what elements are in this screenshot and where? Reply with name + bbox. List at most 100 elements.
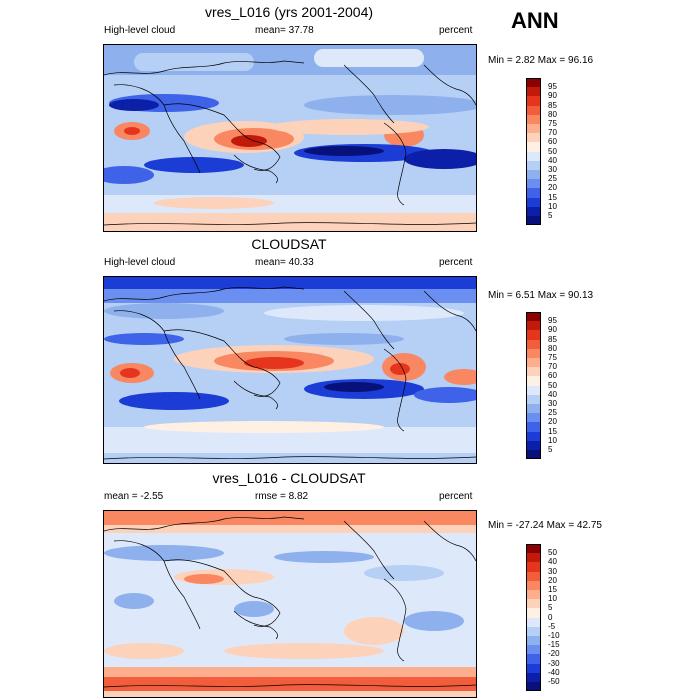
colorbar-swatch [526,179,541,189]
panel-1-center-label: mean= 37.78 [255,25,314,36]
colorbar-label: 0 [548,612,553,622]
panel-1-minmax: Min = 2.82 Max = 96.16 [488,55,594,66]
colorbar-label: 60 [548,137,557,147]
panel-3-right-label: percent [439,491,473,502]
panel-2-right-label: percent [439,257,473,268]
panel-1-map [103,44,477,232]
colorbar-label: -10 [548,631,560,640]
colorbar-label: 75 [548,119,557,128]
colorbar-swatch [526,580,541,590]
colorbar-label: 20 [548,183,557,193]
colorbar-swatch [526,663,541,673]
panel-1-right-label: percent [439,25,473,36]
panel-1-title: vres_L016 (yrs 2001-2004) [204,4,374,20]
panel-2-title: CLOUDSAT [251,236,327,252]
colorbar-label: 15 [548,585,557,594]
colorbar-swatch [526,450,541,460]
colorbar-label: 95 [548,316,557,326]
colorbar-swatch [526,626,541,636]
panel-1-left-label: High-level cloud [104,25,176,36]
colorbar-swatch [526,87,541,97]
colorbar-label: 90 [548,325,557,335]
colorbar-label: 25 [548,408,557,418]
colorbar-label: 40 [548,155,557,165]
colorbar-label: 40 [548,557,557,567]
colorbar-label: 60 [548,371,557,381]
colorbar-swatch [526,682,541,692]
colorbar-label: 5 [548,211,553,220]
colorbar-label: 10 [548,435,557,445]
colorbar-swatch [526,142,541,152]
panel-2-center-label: mean= 40.33 [255,257,314,268]
colorbar-label: 30 [548,566,557,576]
colorbar-label: 40 [548,389,557,399]
colorbar-swatch [526,96,541,106]
colorbar-swatch [526,206,541,216]
panel-2-left-label: High-level cloud [104,257,176,268]
colorbar-label: 5 [548,445,553,454]
colorbar-label: -50 [548,677,560,686]
colorbar-label: 70 [548,362,557,372]
colorbar-label: 15 [548,426,557,436]
colorbar-swatch [526,645,541,655]
panel-2-colorbar: 95 90 85 80 75 70 60 50 40 30 25 20 15 10 5 [526,312,586,462]
panel-3-title: vres_L016 - CLOUDSAT [212,470,366,486]
panel-3-minmax: Min = -27.24 Max = 42.75 [488,520,602,531]
panel-3-colorbar: 50 40 30 20 15 10 5 0 -5 -10 -15 -20 -30 -40 -50 [526,544,586,694]
colorbar-swatch [526,330,541,340]
colorbar-swatch [526,105,541,115]
colorbar-swatch [526,339,541,349]
colorbar-swatch [526,321,541,331]
colorbar-label: 10 [548,594,557,604]
colorbar-label: 5 [548,603,553,613]
colorbar-swatch [526,124,541,134]
panel-2-minmax: Min = 6.51 Max = 90.13 [488,290,594,301]
colorbar-swatch [526,617,541,627]
colorbar-swatch [526,672,541,682]
panel-3-map [103,510,477,698]
colorbar-label: 50 [548,380,557,390]
colorbar-swatch [526,197,541,207]
colorbar-label: -30 [548,658,560,668]
colorbar-label: 85 [548,100,557,110]
colorbar-swatch [526,590,541,600]
colorbar-label: 75 [548,353,557,362]
colorbar-label: 90 [548,91,557,101]
colorbar-swatch [526,188,541,198]
season-label: ANN [511,8,559,33]
colorbar-label: 80 [548,343,557,353]
panel-3-map-field [104,511,476,697]
colorbar-swatch [526,404,541,414]
colorbar-swatch [526,160,541,170]
colorbar-label: 70 [548,128,557,138]
colorbar-swatch [526,312,541,322]
panel-2-map-field [104,277,476,463]
panel-3-left-label: mean = -2.55 [104,491,164,502]
colorbar-swatch [526,422,541,432]
panel-2-map [103,276,477,464]
colorbar-label: -20 [548,649,560,659]
colorbar-swatch [526,348,541,358]
colorbar-swatch [526,608,541,618]
colorbar-swatch [526,571,541,581]
colorbar-label: 30 [548,165,557,174]
panel-1-colorbar: 95 90 85 80 75 70 60 50 40 30 25 20 15 10 5 [526,78,586,228]
colorbar-swatch [526,413,541,423]
colorbar-swatch [526,376,541,386]
panel-1-map-field [104,45,476,231]
colorbar-label: 25 [548,174,557,184]
colorbar-label: -5 [548,621,556,631]
colorbar-label: 30 [548,399,557,408]
colorbar-label: -40 [548,667,560,677]
colorbar-label: 50 [548,548,557,558]
colorbar-swatch [526,544,541,554]
colorbar-swatch [526,654,541,664]
colorbar-swatch [526,431,541,441]
colorbar-swatch [526,133,541,143]
colorbar-swatch [526,440,541,450]
panel-3-center-label: rmse = 8.82 [255,491,309,502]
colorbar-swatch [526,358,541,368]
colorbar-swatch [526,170,541,180]
colorbar-swatch [526,394,541,404]
colorbar-swatch [526,216,541,226]
